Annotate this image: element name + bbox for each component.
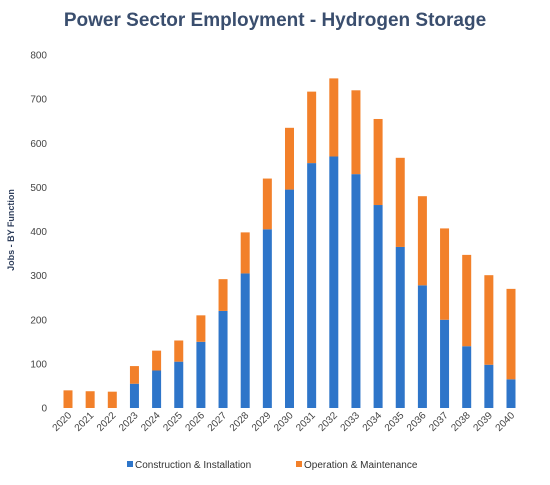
y-tick-label: 0 <box>41 404 47 415</box>
x-tick-label: 2037 <box>427 410 451 434</box>
bar-operation-maintenance <box>174 340 184 362</box>
x-tick-label: 2030 <box>272 410 296 434</box>
bar-operation-maintenance <box>196 315 206 342</box>
x-tick-label: 2036 <box>405 410 429 434</box>
x-tick-label: 2031 <box>294 410 318 434</box>
y-tick-label: 800 <box>30 51 47 62</box>
bar-operation-maintenance <box>63 390 73 408</box>
bar-construction-installation <box>395 246 405 408</box>
legend-label: Operation & Maintenance <box>304 460 418 471</box>
bar-operation-maintenance <box>240 232 250 274</box>
bar-construction-installation <box>152 370 162 408</box>
bar-construction-installation <box>440 319 450 408</box>
bar-operation-maintenance <box>218 279 228 311</box>
legend-swatch <box>296 461 302 467</box>
bar-operation-maintenance <box>417 196 427 286</box>
x-tick-label: 2023 <box>117 410 141 434</box>
x-tick-label: 2039 <box>471 410 495 434</box>
x-tick-label: 2035 <box>383 410 407 434</box>
y-tick-label: 200 <box>30 315 47 326</box>
bar-operation-maintenance <box>85 391 95 408</box>
bar-construction-installation <box>307 163 317 408</box>
bar-operation-maintenance <box>462 254 472 347</box>
y-tick-label: 600 <box>30 139 47 150</box>
y-tick-label: 400 <box>30 227 47 238</box>
x-tick-label: 2034 <box>361 410 385 434</box>
bar-construction-installation <box>351 174 361 408</box>
x-tick-label: 2033 <box>339 410 363 434</box>
bar-operation-maintenance <box>351 90 361 175</box>
bar-operation-maintenance <box>129 366 139 384</box>
bar-operation-maintenance <box>373 118 383 206</box>
bar-operation-maintenance <box>152 350 162 371</box>
y-tick-label: 700 <box>30 95 47 106</box>
x-tick-label: 2021 <box>73 410 97 434</box>
x-tick-label: 2040 <box>494 410 518 434</box>
x-tick-label: 2032 <box>316 410 340 434</box>
x-tick-label: 2024 <box>139 410 163 434</box>
bar-operation-maintenance <box>307 91 317 164</box>
x-axis-ticks: 2020202120222023202420252026202720282029… <box>51 410 518 434</box>
bar-construction-installation <box>506 379 516 408</box>
bar-construction-installation <box>218 310 228 408</box>
bar-construction-installation <box>462 346 472 408</box>
bar-operation-maintenance <box>285 127 294 190</box>
y-tick-label: 100 <box>30 359 47 370</box>
legend-swatch <box>127 461 133 467</box>
bar-construction-installation <box>196 341 206 408</box>
bar-construction-installation <box>417 285 427 408</box>
y-tick-label: 300 <box>30 271 47 282</box>
bar-construction-installation <box>329 156 339 408</box>
x-tick-label: 2029 <box>250 410 274 434</box>
bar-construction-installation <box>174 361 184 408</box>
y-axis-title: Jobs - BY Function <box>6 189 16 271</box>
bar-operation-maintenance <box>329 78 339 157</box>
bar-operation-maintenance <box>484 275 494 365</box>
x-tick-label: 2038 <box>449 410 473 434</box>
bar-construction-installation <box>484 364 494 408</box>
bar-operation-maintenance <box>395 157 405 247</box>
bar-operation-maintenance <box>107 391 117 408</box>
x-tick-label: 2022 <box>95 410 119 434</box>
legend: Construction & Installation Operation & M… <box>127 460 418 471</box>
bar-construction-installation <box>285 189 294 408</box>
bar-construction-installation <box>373 205 383 408</box>
bar-operation-maintenance <box>440 228 450 320</box>
x-tick-label: 2027 <box>206 410 230 434</box>
bars-group <box>63 78 516 408</box>
bar-operation-maintenance <box>506 288 516 380</box>
bar-construction-installation <box>129 383 139 408</box>
chart-title: Power Sector Employment - Hydrogen Stora… <box>63 10 487 31</box>
x-tick-label: 2020 <box>51 410 75 434</box>
legend-label: Construction & Installation <box>135 460 251 471</box>
bar-construction-installation <box>262 229 272 408</box>
x-tick-label: 2028 <box>228 410 252 434</box>
x-tick-label: 2025 <box>161 410 185 434</box>
y-axis-ticks: 0 100 200 300 400 500 600 700 800 <box>30 51 47 415</box>
bar-construction-installation <box>240 273 250 408</box>
x-tick-label: 2026 <box>184 410 208 434</box>
y-tick-label: 500 <box>30 183 47 194</box>
bar-operation-maintenance <box>262 178 272 230</box>
